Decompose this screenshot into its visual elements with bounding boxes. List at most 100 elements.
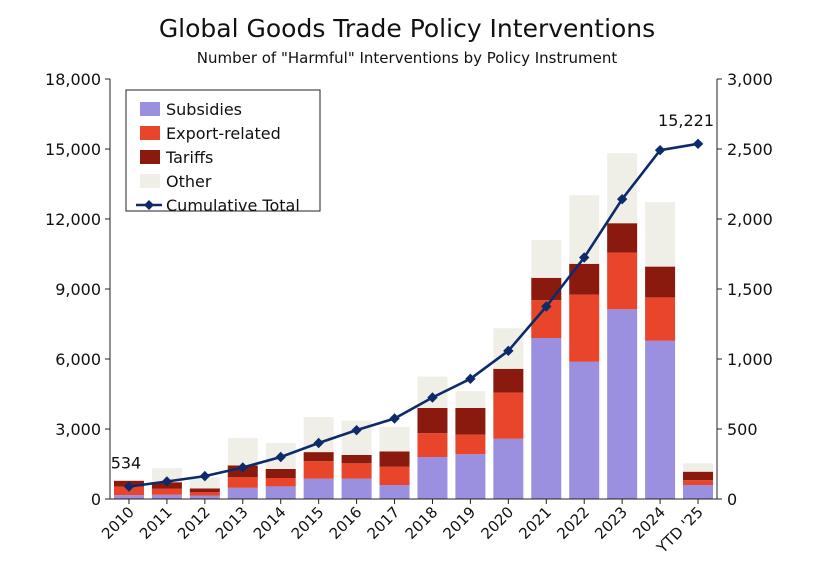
x-tick-label: 2013 — [212, 503, 252, 543]
bar-tariffs-2022 — [569, 263, 600, 295]
x-tick-label: 2017 — [364, 503, 404, 543]
legend-marker-cumulative-total — [144, 200, 154, 210]
chart-title: Global Goods Trade Policy Interventions — [158, 14, 656, 43]
bar-export-related-2024 — [645, 297, 676, 341]
bar-subsidies-2011 — [151, 494, 182, 499]
bar-other-2011 — [151, 468, 182, 483]
bar-subsidies-2015 — [303, 478, 334, 499]
bar-subsidies-2021 — [531, 338, 562, 499]
x-tick-label: 2011 — [136, 503, 176, 543]
left-tick-label: 12,000 — [45, 210, 101, 229]
chart-subtitle: Number of "Harmful" Interventions by Pol… — [196, 49, 618, 67]
bar-subsidies-2014 — [265, 486, 296, 499]
x-tick-label: 2019 — [440, 503, 480, 543]
bar-other-2019 — [455, 391, 486, 408]
data-label-2010: 534 — [111, 454, 142, 473]
x-tick-label: 2012 — [174, 503, 214, 543]
x-tick-label: 2020 — [477, 503, 517, 543]
bar-other-2012 — [189, 477, 220, 489]
bar-tariffs-2014 — [265, 468, 296, 478]
bar-tariffs-2019 — [455, 408, 486, 435]
line-cumulative-total — [128, 142, 699, 488]
bar-subsidies-2019 — [455, 454, 486, 499]
bar-export-related-2012 — [189, 492, 220, 496]
marker-cumulative-total-2011 — [161, 476, 173, 487]
x-tick-label: 2015 — [288, 503, 328, 543]
marker-cumulative-total-2023 — [616, 193, 628, 205]
legend-swatch-export-related — [140, 126, 160, 140]
bar-export-related-2016 — [341, 463, 372, 479]
marker-cumulative-total-2024 — [654, 144, 666, 156]
left-tick-label: 9,000 — [55, 280, 101, 299]
marker-cumulative-total-2012 — [199, 470, 211, 482]
x-tick-label: 2021 — [515, 503, 555, 543]
legend-label-export-related: Export-related — [166, 124, 281, 143]
x-tick-label: 2016 — [326, 503, 366, 543]
bar-export-related-2014 — [265, 478, 296, 487]
right-tick-label: 0 — [727, 490, 737, 509]
bar-other-2023 — [607, 153, 638, 224]
x-tick-label: 2010 — [98, 503, 138, 543]
bar-other-2021 — [531, 240, 562, 278]
marker-cumulative-total-ytd-25 — [692, 138, 704, 150]
bar-subsidies-2023 — [607, 309, 638, 499]
bar-subsidies-2018 — [417, 457, 448, 499]
bar-subsidies-2017 — [379, 485, 410, 499]
bar-export-related-2013 — [227, 477, 258, 488]
bar-export-related-2019 — [455, 434, 486, 455]
left-tick-label: 18,000 — [45, 70, 101, 89]
bar-subsidies-2012 — [189, 495, 220, 499]
marker-cumulative-total-2021 — [541, 301, 552, 312]
bar-subsidies-2010 — [113, 495, 144, 499]
bar-tariffs-2021 — [531, 277, 562, 301]
marker-cumulative-total-2020 — [503, 345, 514, 357]
bar-other-2024 — [645, 202, 676, 267]
bar-tariffs-2012 — [189, 488, 220, 492]
marker-cumulative-total-2022 — [579, 252, 590, 263]
bar-subsidies-2016 — [341, 478, 372, 499]
bar-tariffs-2017 — [379, 451, 410, 467]
marker-cumulative-total-2019 — [465, 373, 476, 385]
bar-tariffs-2023 — [607, 223, 638, 253]
bar-subsidies-2022 — [569, 361, 600, 499]
bar-export-related-2023 — [607, 252, 638, 310]
legend-swatch-tariffs — [140, 150, 160, 164]
x-tick-label: 2018 — [402, 503, 442, 543]
left-tick-label: 3,000 — [55, 420, 101, 439]
marker-cumulative-total-2013 — [237, 462, 248, 473]
left-tick-label: 15,000 — [45, 140, 101, 159]
legend-label-cumulative-total: Cumulative Total — [166, 196, 300, 215]
legend-swatch-subsidies — [140, 102, 160, 116]
bar-export-related-2011 — [151, 488, 182, 495]
bar-other-ytd-25 — [683, 463, 714, 472]
legend-swatch-other — [140, 174, 160, 188]
marker-cumulative-total-2014 — [275, 451, 286, 463]
labels-layer: 534 15,221 — [111, 111, 714, 473]
bar-tariffs-ytd-25 — [683, 471, 714, 481]
bar-subsidies-2020 — [493, 438, 524, 499]
bar-tariffs-2015 — [303, 452, 334, 462]
legend: Subsidies Export-related Tariffs Other Cumul… — [125, 89, 321, 215]
bar-tariffs-2024 — [645, 266, 676, 298]
left-tick-label: 6,000 — [55, 350, 101, 369]
left-tick-label: 0 — [91, 490, 101, 509]
bar-tariffs-2020 — [493, 368, 524, 393]
bar-export-related-2018 — [417, 433, 448, 457]
bar-export-related-2020 — [493, 392, 524, 439]
legend-label-tariffs: Tariffs — [165, 148, 213, 167]
x-tick-label: 2014 — [250, 503, 290, 543]
bar-tariffs-2016 — [341, 454, 372, 464]
bar-export-related-2022 — [569, 294, 600, 362]
marker-cumulative-total-2015 — [313, 437, 324, 449]
right-tick-label: 1,500 — [727, 280, 773, 299]
bar-other-2013 — [227, 438, 258, 466]
right-tick-label: 2,500 — [727, 140, 773, 159]
marker-cumulative-total-2016 — [351, 424, 362, 436]
bar-other-2017 — [379, 426, 410, 452]
x-tick-label: 2022 — [553, 503, 593, 543]
bar-tariffs-2018 — [417, 408, 448, 434]
legend-label-other: Other — [166, 172, 212, 191]
right-tick-label: 1,000 — [727, 350, 773, 369]
right-tick-label: 2,000 — [727, 210, 773, 229]
